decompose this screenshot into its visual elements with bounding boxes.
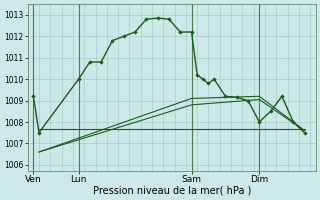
X-axis label: Pression niveau de la mer( hPa ): Pression niveau de la mer( hPa ): [92, 186, 251, 196]
